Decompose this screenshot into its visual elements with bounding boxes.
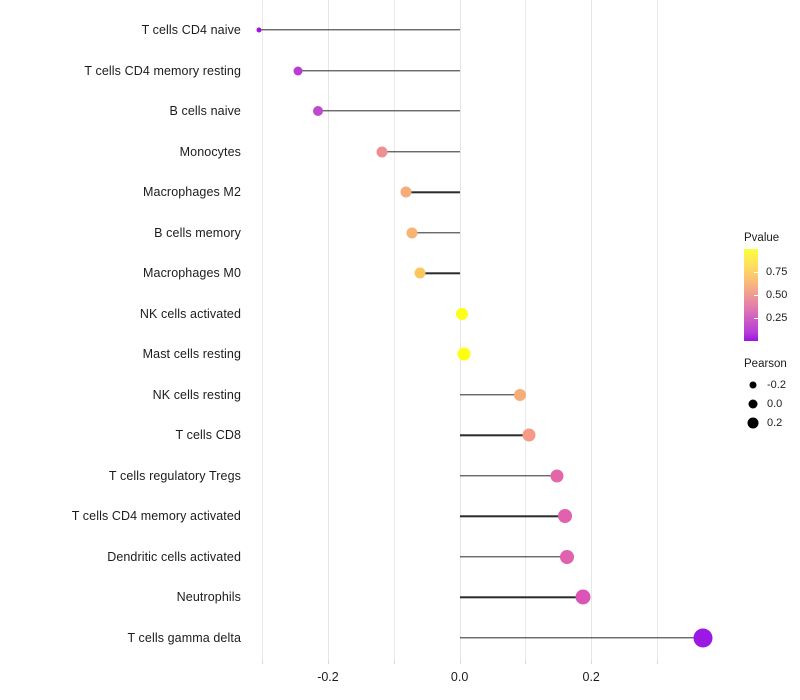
y-axis-label-group: T cells CD4 naive T cells CD4 memory rest… [0,0,241,700]
pearson-legend-title: Pearson [744,358,787,370]
pearson-legend-dot [747,417,759,428]
lollipop-stem [412,231,460,234]
pearson-legend-row: -0.2 [744,375,800,394]
x-axis-tick-label: 0.2 [582,670,600,684]
lollipop-stem [459,556,567,558]
lollipop-stem [420,272,460,274]
lollipop-point[interactable] [376,146,388,158]
y-axis-tick-label: T cells regulatory Tregs [108,468,241,483]
x-axis-tick-mark-minor [657,660,659,664]
lollipop-point[interactable] [557,509,572,524]
y-axis-tick-label: T cells CD4 memory resting [84,63,241,78]
x-axis-tick-mark-minor [525,660,527,664]
lollipop-stem [459,434,529,437]
x-axis: -0.2 0.0 0.2 [249,660,736,700]
lollipop-point[interactable] [414,267,426,279]
lollipop-point[interactable] [256,27,262,33]
pearson-legend-row: 0.2 [744,413,800,432]
pearson-legend-label: 0.0 [767,397,783,410]
colorbar-tick-label: 0.25 [766,312,788,324]
grid-line-major [591,0,593,660]
lollipop-stem [459,394,521,396]
grid-line-major [459,0,461,660]
y-axis-tick-label: B cells memory [154,225,241,240]
y-axis-tick-label: Dendritic cells activated [107,549,241,564]
y-axis-tick-label: Macrophages M2 [143,185,241,200]
lollipop-point[interactable] [457,347,471,361]
colorbar-tick-mark [754,272,759,273]
lollipop-point[interactable] [293,66,303,76]
y-axis-tick-label: NK cells resting [152,387,241,402]
pearson-legend-row: 0.0 [744,394,800,413]
lollipop-stem [459,475,557,477]
lollipop-stem [459,596,584,599]
x-axis-tick-label: -0.2 [317,670,339,684]
grid-line-major [327,0,329,660]
pvalue-legend-title: Pvalue [744,232,780,244]
y-axis-tick-label: Mast cells resting [142,347,241,362]
lollipop-stem [459,637,704,639]
lollipop-point[interactable] [693,628,713,648]
lollipop-point[interactable] [313,106,324,117]
lollipop-stem [381,150,460,153]
lollipop-point[interactable] [559,549,574,564]
y-axis-tick-label: Monocytes [179,144,241,159]
lollipop-point[interactable] [455,307,468,320]
plot-panel [249,0,736,660]
lollipop-stem [298,69,460,72]
pvalue-color-legend: Pvalue 0.75 0.50 0.25 [744,232,800,341]
x-axis-tick-mark [327,660,329,664]
y-axis-tick-label: Macrophages M0 [143,266,241,281]
lollipop-point[interactable] [550,469,564,483]
pearson-legend-label: 0.2 [767,416,783,429]
x-axis-tick-mark-minor [393,660,395,664]
pearson-legend-dot [748,399,758,408]
lollipop-stem [405,191,460,193]
pearson-size-legend: Pearson -0.2 0.0 0.2 [744,358,800,432]
x-axis-tick-label: 0.0 [450,670,469,684]
lollipop-point[interactable] [514,388,527,401]
colorbar-tick-label: 0.50 [766,289,788,301]
x-axis-tick-mark [591,660,593,664]
y-axis-tick-label: B cells naive [169,104,241,119]
grid-line-minor [262,0,264,660]
grid-line-minor [657,0,659,660]
y-axis-tick-label: NK cells activated [139,306,241,321]
y-axis-tick-label: T cells CD4 memory activated [71,509,241,524]
lollipop-stem [318,110,460,112]
y-axis-tick-label: T cells CD8 [175,428,241,443]
pearson-legend-rows: -0.2 0.0 0.2 [744,375,800,432]
colorbar-tick-label: 0.75 [766,266,788,278]
y-axis-tick-label: T cells CD4 naive [141,23,241,37]
lollipop-stem [258,29,460,31]
grid-line-minor [525,0,527,660]
lollipop-stem [459,515,565,518]
lollipop-point[interactable] [575,589,591,605]
y-axis-tick-label: T cells gamma delta [127,631,241,645]
lollipop-point[interactable] [400,186,412,198]
colorbar-tick-mark [754,318,759,319]
colorbar-tick-mark [754,295,759,296]
grid-line-minor [393,0,395,660]
y-axis-tick-label: Neutrophils [176,590,241,605]
pearson-legend-dot [749,381,757,388]
x-axis-tick-mark [459,660,461,664]
pvalue-colorbar-wrap: 0.75 0.50 0.25 [744,249,800,341]
lollipop-point[interactable] [406,227,418,239]
lollipop-point[interactable] [522,428,536,442]
pearson-legend-label: -0.2 [767,378,786,391]
x-axis-tick-mark-minor [262,660,264,664]
